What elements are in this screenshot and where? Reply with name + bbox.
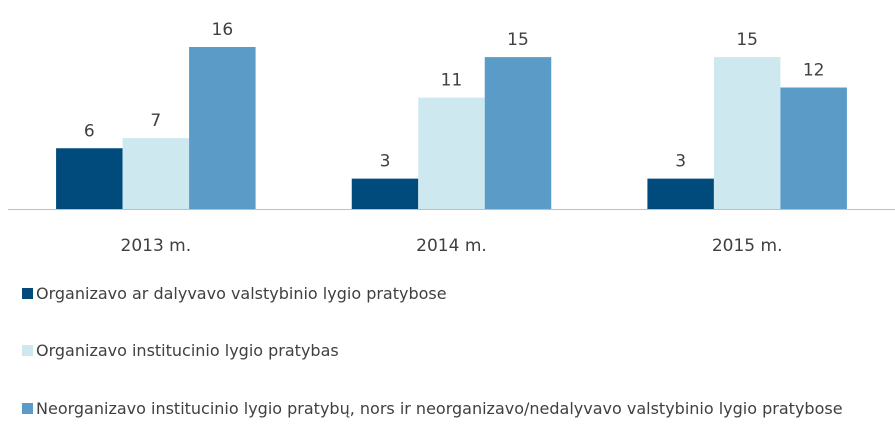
data-label: 7 bbox=[150, 111, 161, 131]
legend-item: Neorganizavo institucinio lygio pratybų,… bbox=[22, 398, 882, 419]
x-tick-label: 2015 m. bbox=[712, 236, 783, 256]
bar bbox=[647, 178, 714, 209]
data-label: 3 bbox=[380, 152, 391, 172]
data-label: 3 bbox=[675, 152, 686, 172]
legend-swatch bbox=[22, 288, 33, 299]
bar bbox=[351, 178, 419, 209]
legend-label: Organizavo ar dalyvavo valstybinio lygio… bbox=[36, 284, 447, 303]
data-label: 6 bbox=[84, 121, 95, 141]
legend-label: Neorganizavo institucinio lygio pratybų,… bbox=[36, 399, 843, 418]
legend-item: Organizavo institucinio lygio pratybas bbox=[22, 340, 882, 361]
legend-item: Organizavo ar dalyvavo valstybinio lygio… bbox=[22, 283, 882, 304]
x-tick-label: 2013 m. bbox=[121, 236, 192, 256]
bar bbox=[780, 87, 847, 209]
data-label: 15 bbox=[507, 30, 529, 50]
legend-swatch bbox=[22, 403, 33, 414]
data-label: 15 bbox=[736, 30, 758, 50]
x-tick-label: 2014 m. bbox=[416, 236, 487, 256]
plot: 6 7 16 2013 m. 3 11 15 2014 m. 3 15 12 2015 m. bbox=[8, 20, 895, 256]
bar bbox=[484, 57, 552, 209]
bar bbox=[713, 57, 781, 209]
bar bbox=[122, 138, 190, 209]
legend-swatch bbox=[22, 345, 33, 356]
bar bbox=[418, 97, 485, 209]
legend-label: Organizavo institucinio lygio pratybas bbox=[36, 341, 339, 360]
bar bbox=[56, 148, 123, 209]
data-label: 16 bbox=[212, 20, 234, 40]
data-label: 12 bbox=[803, 61, 825, 81]
bar bbox=[189, 47, 256, 209]
data-label: 11 bbox=[441, 71, 463, 91]
